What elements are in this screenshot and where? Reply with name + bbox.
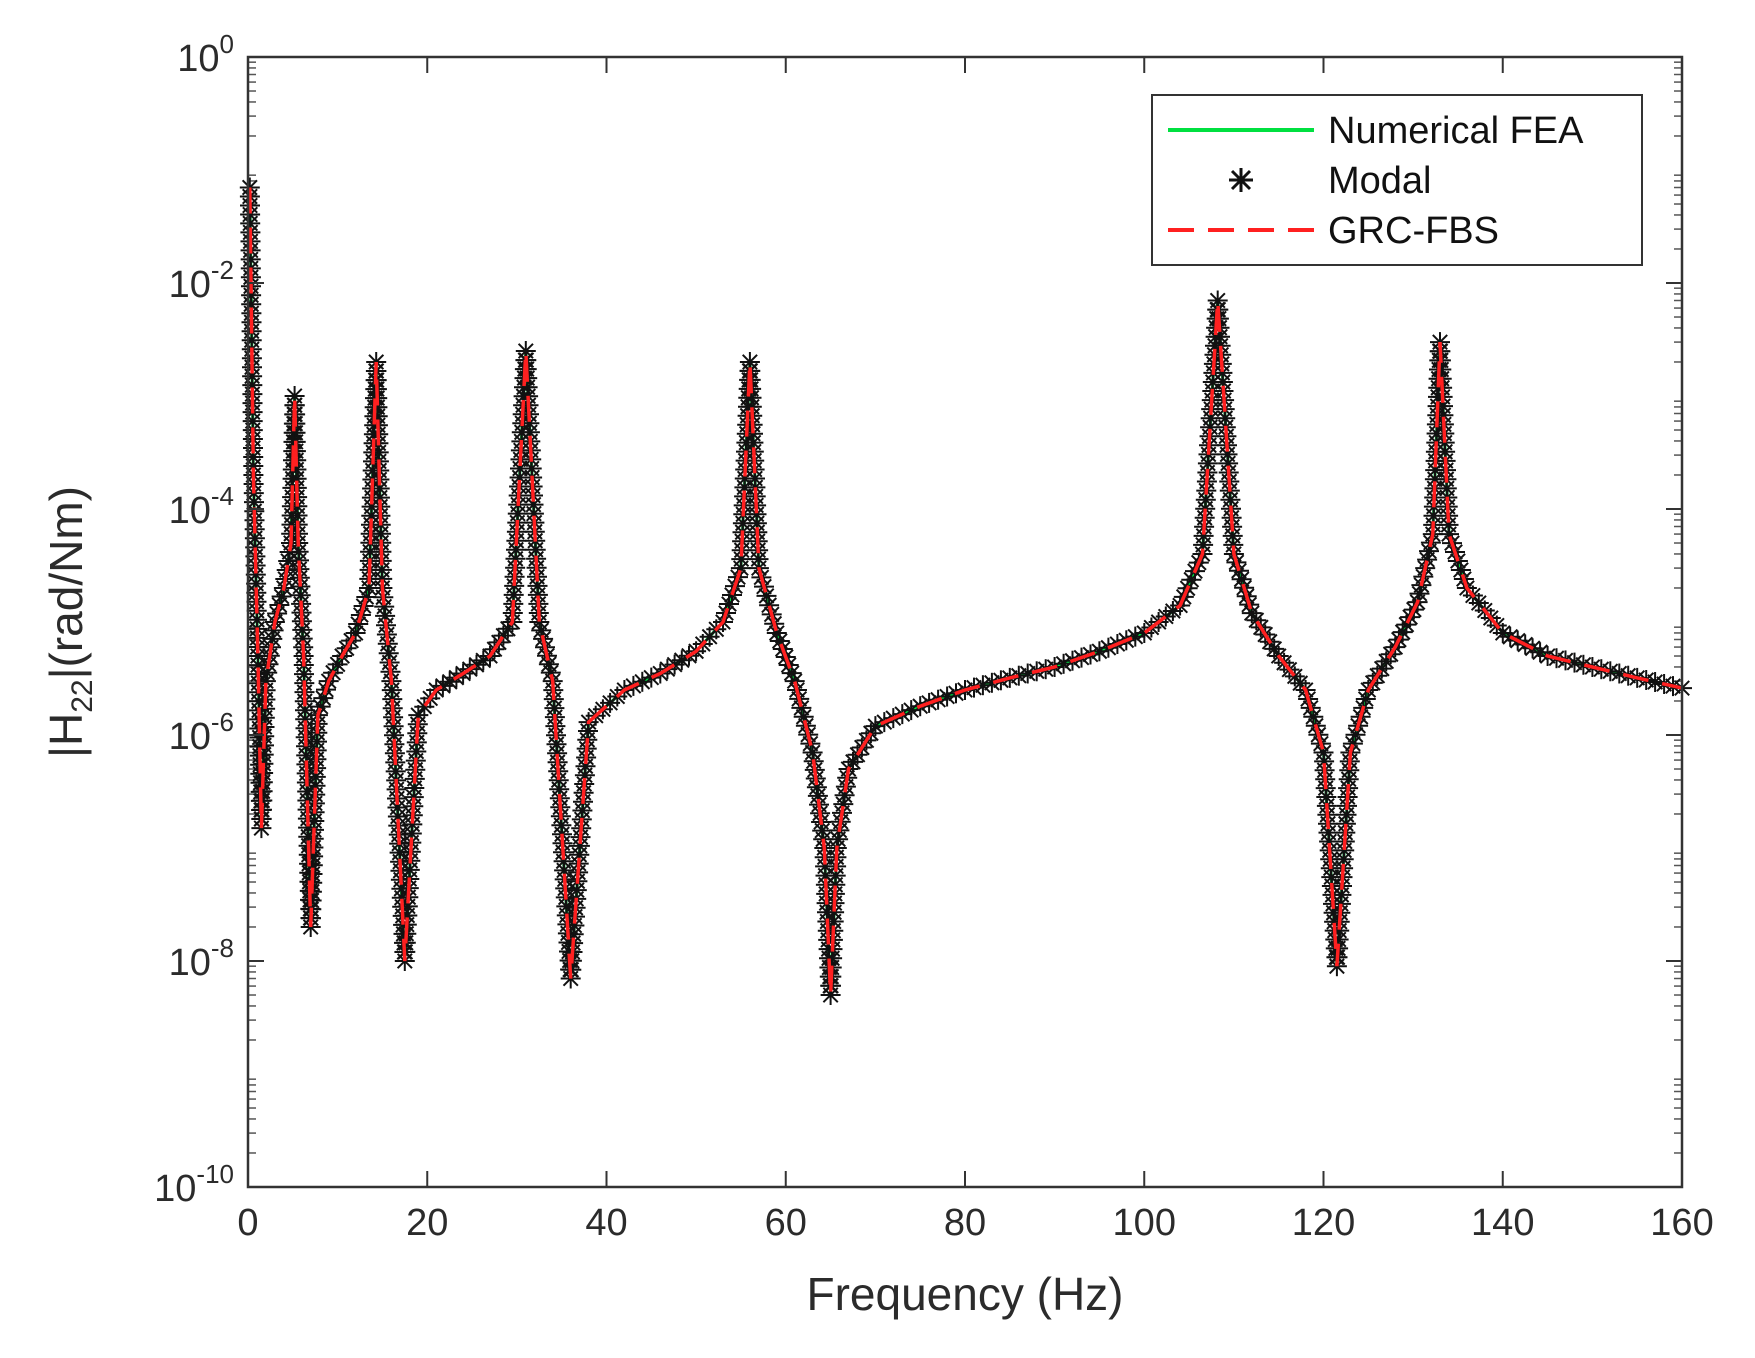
- data-curves: [239, 177, 1692, 1005]
- y-tick-label: 10-4: [169, 481, 234, 532]
- modal-marker: [356, 587, 377, 607]
- modal-marker: [1229, 560, 1249, 581]
- y-tick-label: 100: [177, 29, 234, 80]
- x-tick-label: 60: [765, 1202, 807, 1244]
- x-tick-label: 0: [237, 1202, 258, 1244]
- y-axis-label: |H22|(rad/Nm): [40, 486, 99, 758]
- legend-label-modal: Modal: [1328, 160, 1432, 202]
- y-axis-ticks: 100 10-2 10-4 10-6 10-8 10-10: [154, 29, 1682, 1210]
- x-tick-label: 100: [1113, 1202, 1176, 1244]
- y-tick-label: 10-10: [154, 1159, 234, 1210]
- x-tick-label: 80: [944, 1202, 986, 1244]
- legend-label-grc-fbs: GRC-FBS: [1328, 210, 1499, 252]
- series-grc-fbs-line: [248, 187, 1683, 996]
- legend: Numerical FEA Modal GRC-FBS: [1151, 94, 1643, 266]
- modal-marker: [766, 623, 787, 643]
- x-tick-label: 20: [406, 1202, 448, 1244]
- modal-marker: [1609, 663, 1630, 684]
- modal-marker: [1342, 733, 1363, 754]
- y-axis-label-subscript: 22: [66, 679, 99, 712]
- x-tick-label: 40: [585, 1202, 627, 1244]
- modal-marker: [1573, 654, 1594, 675]
- modal-marker: [759, 595, 780, 616]
- y-tick-label: 10-8: [169, 933, 234, 984]
- y-axis-label-suffix: |(rad/Nm): [40, 486, 92, 679]
- x-axis-label: Frequency (Hz): [807, 1268, 1124, 1320]
- x-axis-ticks: 0 20 40 60 80 100 120 140 160: [237, 57, 1714, 1244]
- x-tick-label: 120: [1292, 1202, 1355, 1244]
- modal-marker: [1181, 569, 1202, 590]
- modal-marker: [981, 672, 1002, 693]
- modal-marker: [1017, 663, 1038, 684]
- y-tick-label: 10-6: [169, 707, 234, 758]
- legend-label-numerical-fea: Numerical FEA: [1328, 110, 1584, 152]
- y-axis-label-prefix: |H: [40, 713, 92, 758]
- y-tick-label: 10-2: [169, 255, 234, 306]
- legend-swatch-modal: [1229, 168, 1253, 192]
- x-tick-label: 160: [1650, 1202, 1713, 1244]
- modal-marker: [901, 700, 922, 721]
- x-tick-label: 140: [1471, 1202, 1534, 1244]
- modal-marker: [719, 594, 739, 614]
